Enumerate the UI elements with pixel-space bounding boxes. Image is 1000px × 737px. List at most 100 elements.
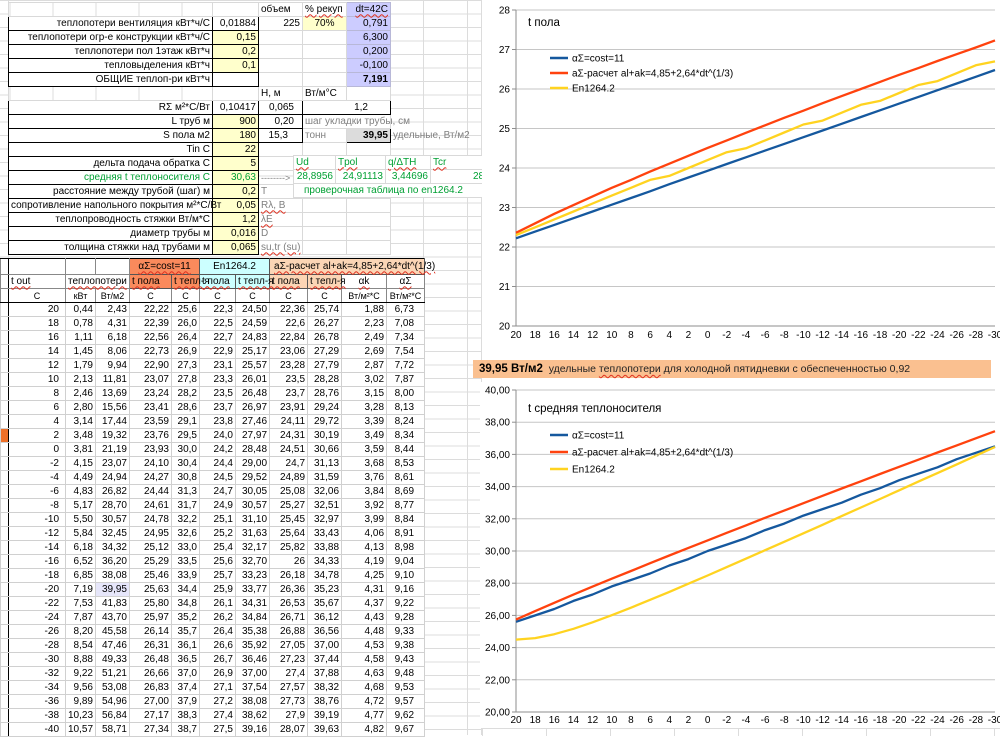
cell[interactable]: 25,08 bbox=[269, 484, 309, 499]
empty-cell[interactable] bbox=[302, 226, 347, 241]
check-value[interactable]: 3,44696 bbox=[385, 169, 431, 184]
cell[interactable]: 17,44 bbox=[95, 414, 130, 429]
cell[interactable]: 32,45 bbox=[95, 526, 130, 541]
empty-cell[interactable] bbox=[212, 86, 259, 101]
cell[interactable]: 36,1 bbox=[171, 638, 200, 653]
empty-cell[interactable] bbox=[302, 30, 347, 45]
cell[interactable]: 18 bbox=[8, 316, 66, 331]
wt-value[interactable]: 1,2 bbox=[302, 100, 391, 115]
cell[interactable]: 25,2 bbox=[199, 526, 236, 541]
cell[interactable]: 10 bbox=[8, 372, 66, 387]
cell[interactable]: 24,5 bbox=[199, 470, 236, 485]
cell[interactable]: 26,36 bbox=[269, 582, 309, 597]
cell[interactable]: 22,36 bbox=[269, 302, 309, 317]
cell[interactable]: 4,58 bbox=[341, 652, 388, 667]
unit-cell[interactable]: C bbox=[171, 288, 200, 303]
cell[interactable]: 25,74 bbox=[307, 302, 343, 317]
cell[interactable]: 26 bbox=[269, 554, 309, 569]
cell[interactable]: 34,4 bbox=[171, 582, 200, 597]
cell[interactable]: 1,88 bbox=[341, 302, 388, 317]
cell[interactable]: 27,4 bbox=[199, 708, 236, 723]
param-value[interactable]: 0,2 bbox=[212, 184, 259, 199]
cell[interactable]: 25,6 bbox=[171, 302, 200, 317]
empty-cell[interactable] bbox=[258, 156, 303, 171]
cell[interactable]: 4,19 bbox=[341, 554, 388, 569]
param-value[interactable]: 900 bbox=[212, 114, 259, 129]
cell[interactable]: 26,48 bbox=[129, 652, 172, 667]
cell[interactable]: 6,52 bbox=[65, 554, 96, 569]
cell[interactable]: 26,1 bbox=[199, 596, 236, 611]
cell[interactable]: 9,67 bbox=[386, 722, 426, 737]
cell[interactable]: 26,01 bbox=[234, 372, 271, 387]
cell[interactable]: 8,06 bbox=[95, 344, 130, 359]
cell[interactable]: 22,7 bbox=[199, 330, 236, 345]
cell[interactable]: 3,59 bbox=[341, 442, 388, 457]
cell[interactable]: 26,78 bbox=[307, 330, 343, 345]
cell[interactable]: 28,6 bbox=[171, 400, 200, 415]
param-value[interactable]: 0,1 bbox=[212, 58, 259, 73]
cell[interactable]: 49,33 bbox=[95, 652, 130, 667]
result-value[interactable]: 0,200 bbox=[346, 44, 391, 59]
chart-t-srednyaya[interactable]: 40,00 38,00 36,00 34,00 32,00 30,00 28,00 26,00… bbox=[480, 382, 1000, 728]
cell[interactable]: -26 bbox=[8, 624, 66, 639]
cell[interactable]: 24,50 bbox=[234, 302, 271, 317]
cell[interactable]: 30,05 bbox=[234, 484, 271, 499]
cell[interactable]: 24,61 bbox=[129, 498, 172, 513]
cell[interactable]: 25,64 bbox=[269, 526, 309, 541]
cell[interactable]: 10,23 bbox=[65, 708, 96, 723]
cell[interactable]: 9,22 bbox=[65, 666, 96, 681]
cell[interactable]: 51,21 bbox=[95, 666, 130, 681]
cell[interactable]: 2,87 bbox=[341, 358, 388, 373]
cell[interactable]: 3,15 bbox=[341, 386, 388, 401]
cell[interactable]: 6,73 bbox=[386, 302, 426, 317]
cell[interactable]: 1,11 bbox=[65, 330, 96, 345]
param-note[interactable]: su,tr (su) bbox=[258, 240, 303, 255]
cell[interactable]: 29,5 bbox=[171, 428, 200, 443]
cell[interactable]: 3,02 bbox=[341, 372, 388, 387]
cell[interactable]: 47,46 bbox=[95, 638, 130, 653]
cell[interactable]: 27,34 bbox=[129, 722, 172, 737]
cell[interactable]: 26,4 bbox=[199, 624, 236, 639]
cell[interactable]: 4,83 bbox=[65, 484, 96, 499]
specific-loss-cell[interactable]: 39,95 bbox=[346, 128, 391, 143]
cell[interactable]: 26,31 bbox=[129, 638, 172, 653]
cell[interactable]: 25,17 bbox=[234, 344, 271, 359]
cell[interactable]: -14 bbox=[8, 540, 66, 555]
cell[interactable]: 33,23 bbox=[234, 568, 271, 583]
cell[interactable]: 23,41 bbox=[129, 400, 172, 415]
wt-header[interactable]: Вт/м°С bbox=[302, 86, 347, 101]
cell[interactable]: 26,2 bbox=[199, 610, 236, 625]
cell[interactable]: 37,00 bbox=[307, 638, 343, 653]
param-label[interactable]: L труб м bbox=[8, 114, 213, 129]
cell[interactable]: 39,16 bbox=[234, 722, 271, 737]
cell[interactable]: 4,77 bbox=[341, 708, 388, 723]
cell[interactable]: 54,96 bbox=[95, 694, 130, 709]
cell[interactable]: 34,8 bbox=[171, 596, 200, 611]
cell[interactable]: 37,0 bbox=[171, 666, 200, 681]
cell[interactable]: 30,8 bbox=[171, 470, 200, 485]
param-label[interactable]: ОБЩИЕ теплоп-ри кВт*ч bbox=[8, 72, 213, 87]
cell[interactable]: 26,66 bbox=[129, 666, 172, 681]
cell[interactable]: 9,38 bbox=[386, 638, 426, 653]
cell[interactable]: 16 bbox=[8, 330, 66, 345]
cell[interactable]: 26,53 bbox=[269, 596, 309, 611]
cell[interactable]: 8,44 bbox=[386, 442, 426, 457]
cell[interactable]: 3,92 bbox=[341, 498, 388, 513]
cell[interactable]: 26,9 bbox=[199, 666, 236, 681]
cell[interactable]: 38,08 bbox=[234, 694, 271, 709]
cell[interactable]: 23,8 bbox=[199, 414, 236, 429]
cell[interactable]: 22,3 bbox=[199, 302, 236, 317]
cell[interactable]: 23,06 bbox=[269, 344, 309, 359]
cell[interactable]: -2 bbox=[8, 456, 66, 471]
check-value[interactable]: 24,91113 bbox=[335, 169, 386, 184]
cell[interactable]: 36,5 bbox=[171, 652, 200, 667]
cell[interactable]: 39,63 bbox=[307, 722, 343, 737]
cell[interactable]: 25,80 bbox=[129, 596, 172, 611]
cell[interactable]: 23,7 bbox=[199, 400, 236, 415]
cell[interactable]: 33,88 bbox=[307, 540, 343, 555]
cell[interactable]: -16 bbox=[8, 554, 66, 569]
cell[interactable]: 27,5 bbox=[199, 722, 236, 737]
check-header[interactable]: q/ΔTH bbox=[385, 155, 431, 170]
col-header-tpol[interactable]: t пола bbox=[199, 274, 236, 289]
result-value[interactable]: 0,791 bbox=[346, 16, 391, 31]
